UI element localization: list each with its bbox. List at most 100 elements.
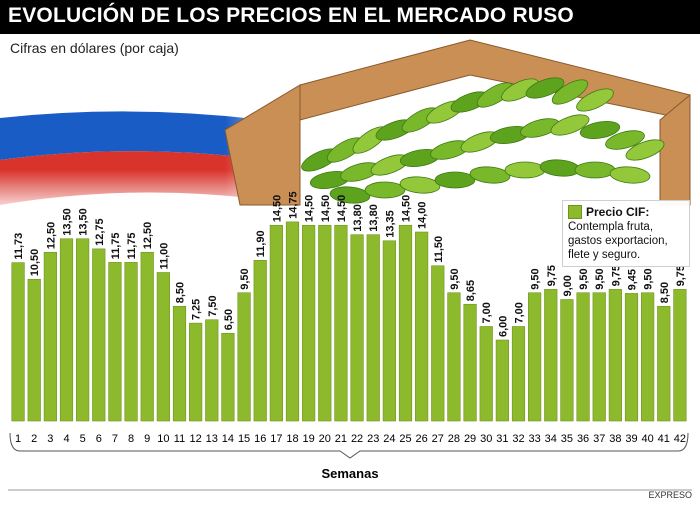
- banana-finger: [399, 176, 441, 194]
- value-label-week-35: 9,00: [562, 275, 574, 296]
- tick-label-week-37: 37: [593, 433, 605, 445]
- value-labels: 11,73 10,50 12,50 13,50 13,50 12,75 11,75 11,75…: [13, 191, 687, 337]
- bar-week-12: [189, 322, 203, 422]
- bar-week-37: [592, 292, 606, 422]
- value-label-week-17: 14,50: [271, 195, 283, 223]
- bar-week-9: [140, 251, 154, 422]
- value-label-week-21: 14,50: [336, 195, 348, 223]
- bar-week-29: [463, 303, 477, 422]
- tick-label-week-4: 4: [63, 433, 69, 445]
- banana-bunches: [301, 77, 665, 204]
- tick-label-week-12: 12: [190, 433, 202, 445]
- banana-finger: [329, 186, 371, 204]
- tick-label-week-25: 25: [399, 433, 411, 445]
- tick-label-week-16: 16: [254, 433, 266, 445]
- tick-label-week-10: 10: [157, 433, 169, 445]
- value-label-week-19: 14,50: [304, 195, 316, 223]
- banana-box-illustration: [224, 39, 691, 206]
- banana-finger: [539, 159, 581, 177]
- value-label-week-4: 13,50: [62, 208, 74, 236]
- bar-week-34: [544, 289, 558, 422]
- value-label-week-38: 9,75: [610, 265, 622, 286]
- value-label-week-14: 6,50: [223, 309, 235, 330]
- value-label-week-6: 12,75: [94, 218, 106, 246]
- bar-week-22: [350, 234, 364, 422]
- bar-week-27: [431, 265, 445, 422]
- value-label-week-15: 9,50: [239, 268, 251, 289]
- tick-label-week-41: 41: [658, 433, 670, 445]
- bar-week-40: [641, 292, 655, 422]
- banana-finger: [625, 139, 665, 161]
- bar-week-25: [398, 224, 413, 422]
- legend-swatch: [568, 205, 582, 219]
- banana-finger: [501, 78, 539, 102]
- x-axis-bracket: [9, 432, 689, 459]
- tick-label-week-14: 14: [222, 433, 234, 445]
- bar-week-5: [76, 238, 90, 422]
- value-label-week-24: 13,35: [384, 210, 396, 238]
- tick-label-week-26: 26: [416, 433, 428, 445]
- bar-week-35: [560, 299, 574, 422]
- tick-label-week-17: 17: [270, 433, 282, 445]
- tick-label-week-23: 23: [367, 433, 379, 445]
- bars: [11, 221, 687, 422]
- box-back-panel: [299, 39, 691, 121]
- value-label-week-33: 9,50: [530, 268, 542, 289]
- bar-week-28: [447, 292, 461, 422]
- bar-week-32: [511, 326, 526, 422]
- tick-label-week-33: 33: [529, 433, 541, 445]
- banana-finger: [525, 77, 565, 99]
- tick-label-week-20: 20: [319, 433, 331, 445]
- tick-label-week-13: 13: [206, 433, 218, 445]
- tick-label-week-8: 8: [128, 433, 134, 445]
- value-label-week-9: 12,50: [142, 222, 154, 250]
- source-credit: EXPRESO: [648, 490, 692, 500]
- bar-week-2: [27, 278, 41, 422]
- banana-finger: [576, 88, 614, 112]
- value-label-week-2: 10,50: [29, 249, 41, 277]
- value-label-week-37: 9,50: [594, 268, 606, 289]
- bar-week-8: [124, 262, 138, 422]
- value-label-week-41: 8,50: [659, 282, 671, 303]
- bar-week-4: [59, 238, 74, 422]
- value-label-week-18: 14,75: [288, 191, 300, 219]
- banana-finger: [550, 114, 590, 136]
- banana-finger: [579, 120, 621, 140]
- banana-finger: [574, 161, 616, 179]
- bar-week-23: [366, 234, 380, 422]
- tick-label-week-27: 27: [432, 433, 444, 445]
- tick-label-week-32: 32: [512, 433, 524, 445]
- value-label-week-29: 8,65: [465, 280, 477, 301]
- tick-label-week-22: 22: [351, 433, 363, 445]
- tick-label-week-19: 19: [303, 433, 315, 445]
- value-label-week-39: 9,45: [627, 269, 639, 290]
- tick-label-week-36: 36: [577, 433, 589, 445]
- value-label-week-26: 14,00: [417, 201, 429, 229]
- tick-label-week-31: 31: [496, 433, 508, 445]
- value-label-week-12: 7,25: [191, 299, 203, 320]
- value-label-week-1: 11,73: [13, 233, 25, 260]
- tick-label-week-3: 3: [47, 433, 53, 445]
- bar-week-16: [253, 260, 267, 422]
- tick-label-week-39: 39: [625, 433, 637, 445]
- x-axis: 1 2 3 4 5 6 7 8 9 10 11 12 13 14 15 16 17 18 19 20 21 22 23 24 2…: [9, 432, 689, 459]
- value-label-week-7: 11,75: [110, 232, 122, 259]
- value-label-week-40: 9,50: [643, 268, 655, 289]
- legend-title: Precio CIF:: [586, 205, 650, 219]
- banana-finger: [609, 166, 651, 184]
- tick-label-week-24: 24: [383, 433, 395, 445]
- tick-label-week-18: 18: [286, 433, 298, 445]
- bar-week-14: [221, 332, 235, 422]
- tick-label-week-30: 30: [480, 433, 492, 445]
- bar-week-11: [172, 305, 187, 422]
- bar-week-15: [237, 292, 251, 422]
- value-label-week-3: 12,50: [45, 222, 57, 250]
- legend: Precio CIF: Contempla fruta, gastos expo…: [562, 200, 690, 267]
- bar-week-17: [269, 224, 283, 422]
- value-label-week-23: 13,80: [368, 204, 380, 232]
- value-label-week-10: 11,00: [158, 243, 170, 270]
- box-left-panel: [224, 84, 301, 206]
- bar-week-41: [657, 305, 671, 422]
- bar-week-20: [318, 224, 332, 422]
